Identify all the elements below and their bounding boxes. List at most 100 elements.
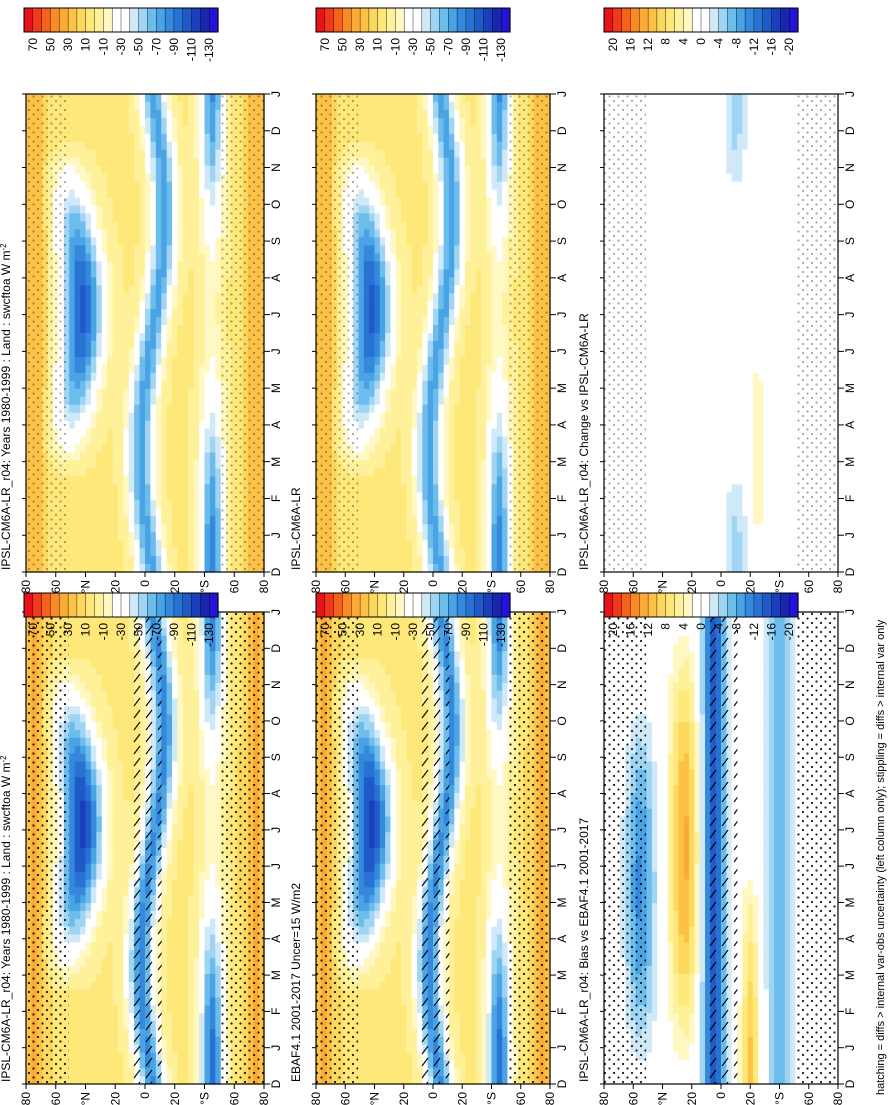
heatmap-cell (166, 840, 173, 849)
heatmap-cell (193, 476, 200, 485)
heatmap-cell (101, 926, 108, 936)
heatmap-cell (117, 1052, 124, 1061)
heatmap-cell (107, 1021, 114, 1030)
heatmap-cell (90, 548, 97, 557)
heatmap-cell (80, 125, 87, 135)
heatmap-cell (209, 117, 216, 127)
heatmap-cell (80, 1036, 87, 1046)
heatmap-cell (69, 364, 76, 374)
heatmap-cell (177, 269, 184, 278)
heatmap-cell (166, 848, 173, 857)
heatmap-cell (96, 564, 103, 573)
heatmap-cell (155, 277, 162, 286)
heatmap-cell (74, 769, 81, 778)
heatmap-cell (188, 619, 195, 629)
heatmap-cell (74, 500, 81, 509)
heatmap-cell (150, 564, 157, 573)
heatmap-cell (182, 388, 189, 398)
heatmap-cell (69, 753, 76, 763)
heatmap-cell (161, 253, 168, 262)
heatmap-cell (134, 340, 141, 350)
heatmap-cell (193, 253, 200, 262)
heatmap-cell (80, 879, 87, 888)
heatmap-cell (112, 910, 119, 920)
heatmap-cell (161, 1068, 168, 1077)
heatmap-cell (209, 213, 216, 223)
heatmap-cell (150, 372, 157, 382)
heatmap-cell (177, 101, 184, 111)
heatmap-cell (182, 516, 189, 525)
heatmap-cell (199, 659, 206, 668)
heatmap-cell (134, 261, 141, 270)
heatmap-cell (172, 659, 179, 668)
heatmap-cell (172, 698, 179, 707)
heatmap-cell (90, 1021, 97, 1030)
heatmap-cell (112, 1060, 119, 1069)
heatmap-cell (134, 165, 141, 175)
heatmap-cell (117, 253, 124, 262)
heatmap-cell (177, 333, 184, 342)
heatmap-cell (172, 1068, 179, 1077)
heatmap-cell (117, 508, 124, 517)
heatmap-cell (134, 285, 141, 294)
heatmap-cell (69, 205, 76, 215)
heatmap-cell (85, 997, 92, 1006)
heatmap-cell (209, 1060, 216, 1069)
heatmap-cell (150, 396, 157, 406)
heatmap-cell (172, 651, 179, 660)
heatmap-cell (123, 404, 130, 414)
heatmap-cell (177, 245, 184, 254)
heatmap-cell (85, 761, 92, 770)
heatmap-cell (182, 141, 189, 151)
heatmap-cell (188, 714, 195, 723)
heatmap-cell (69, 950, 76, 959)
month-label: J (269, 863, 283, 869)
heatmap-cell (182, 722, 189, 731)
heatmap-cell (166, 420, 173, 430)
heatmap-cell (69, 903, 76, 912)
heatmap-cell (101, 1036, 108, 1046)
heatmap-cell (155, 364, 162, 374)
heatmap-cell (74, 1021, 81, 1030)
heatmap-cell (209, 301, 216, 310)
heatmap-cell (96, 340, 103, 350)
heatmap-cell (155, 261, 162, 270)
heatmap-cell (204, 1068, 211, 1077)
heatmap-cell (182, 887, 189, 896)
heatmap-cell (123, 141, 130, 151)
heatmap-cell (74, 309, 81, 318)
heatmap-cell (199, 918, 206, 928)
heatmap-cell (112, 753, 119, 763)
heatmap-cell (204, 500, 211, 509)
heatmap-cell (161, 333, 168, 342)
heatmap-cell (161, 966, 168, 975)
heatmap-cell (101, 301, 108, 310)
heatmap-cell (145, 237, 152, 246)
heatmap-cell (139, 404, 146, 414)
heatmap-cell (117, 667, 124, 676)
heatmap-cell (112, 253, 119, 262)
heatmap-cell (80, 848, 87, 857)
heatmap-cell (112, 396, 119, 406)
heatmap-cell (128, 540, 135, 549)
heatmap-cell (188, 934, 195, 943)
heatmap-cell (161, 564, 168, 573)
heatmap-cell (193, 149, 200, 159)
heatmap-cell (172, 149, 179, 159)
heatmap-cell (90, 221, 97, 231)
heatmap-cell (74, 165, 81, 175)
heatmap-cell (209, 468, 216, 477)
heatmap-cell (74, 745, 81, 755)
heatmap-cell (204, 958, 211, 967)
heatmap-cell (199, 436, 206, 446)
heatmap-cell (123, 643, 130, 652)
heatmap-cell (155, 325, 162, 334)
heatmap-cell (134, 173, 141, 183)
colorbar-segment (67, 592, 78, 618)
heatmap-cell (128, 918, 135, 928)
heatmap-cell (112, 863, 119, 873)
heatmap-cell (166, 667, 173, 676)
heatmap-cell (85, 492, 92, 501)
heatmap-cell (101, 966, 108, 975)
heatmap-cell (80, 94, 87, 103)
